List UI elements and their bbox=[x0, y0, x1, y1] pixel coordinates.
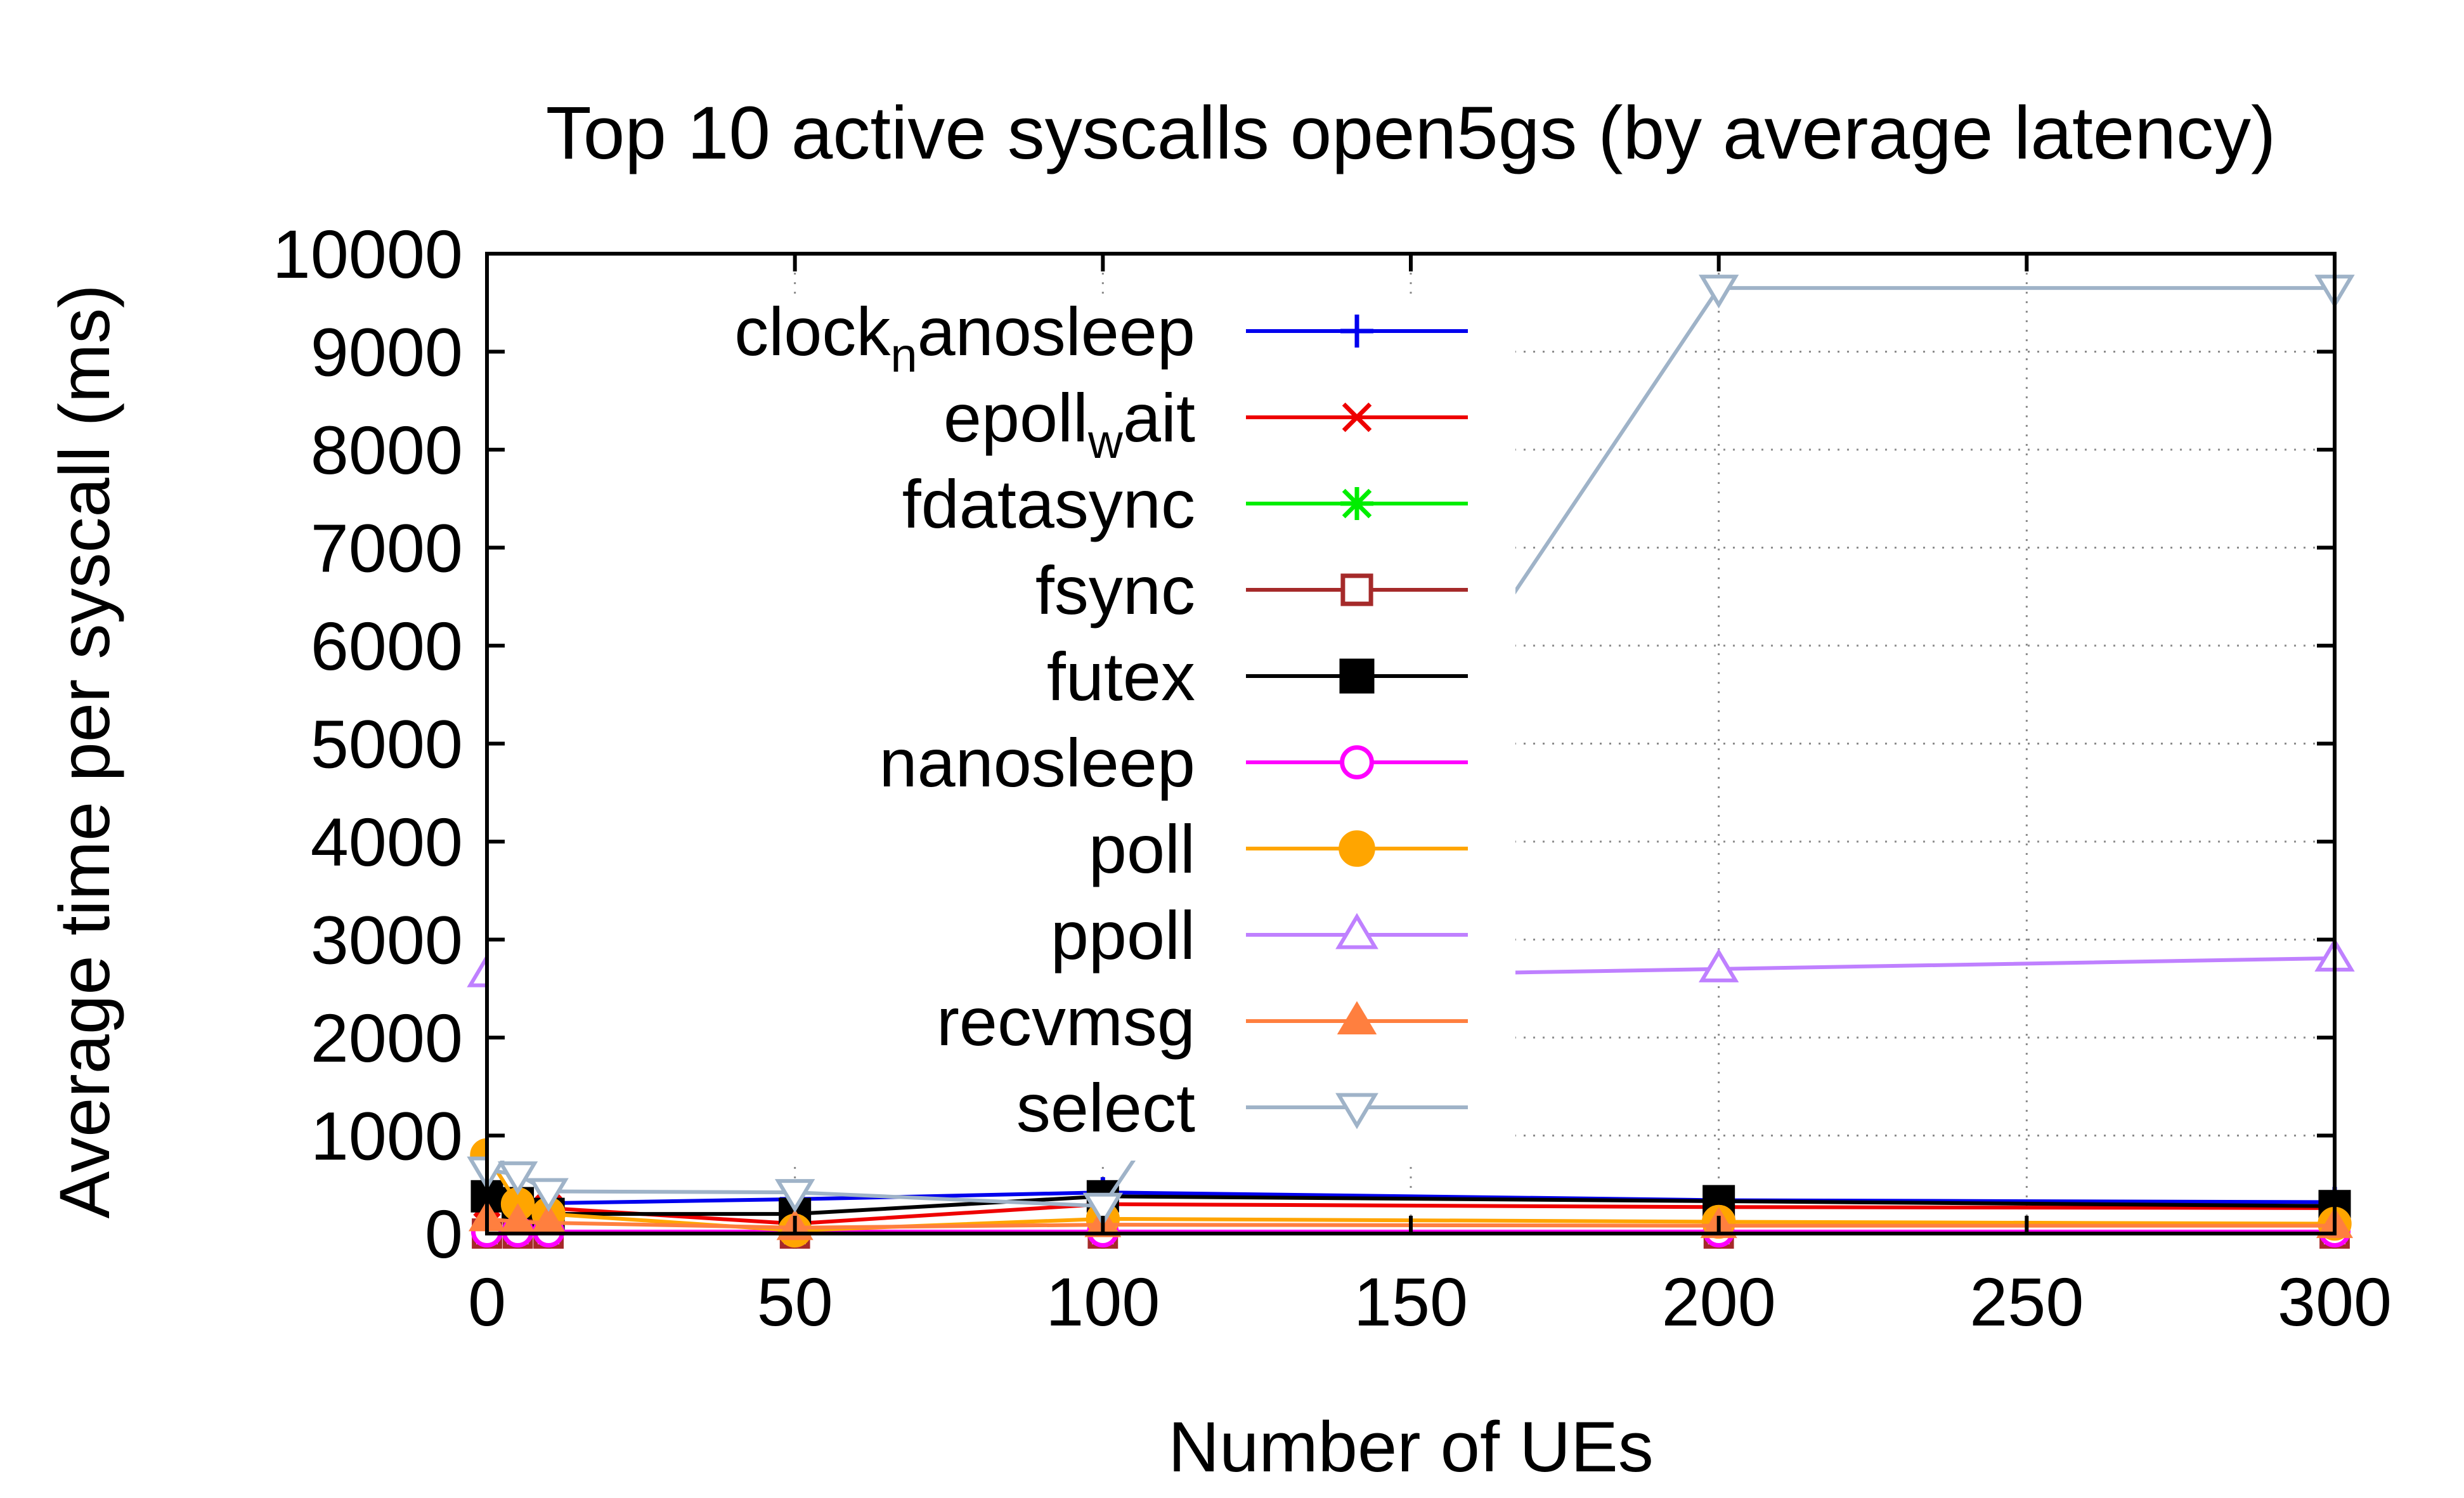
legend-label: nanosleep bbox=[879, 724, 1195, 801]
legend-marker bbox=[1340, 573, 1373, 606]
legend-marker bbox=[1335, 913, 1378, 949]
x-tick-label: 300 bbox=[2278, 1263, 2392, 1340]
legend-label: futex bbox=[1047, 638, 1195, 715]
x-tick-label: 150 bbox=[1354, 1263, 1468, 1340]
y-tick-label: 4000 bbox=[311, 804, 463, 880]
x-tick-label: 200 bbox=[1662, 1263, 1776, 1340]
legend-entry: futex bbox=[1047, 638, 1468, 715]
data-point bbox=[1698, 275, 1739, 309]
legend-label: ppoll bbox=[1051, 897, 1195, 974]
legend-marker bbox=[1340, 745, 1374, 779]
legend-entry: recvmsg bbox=[937, 983, 1468, 1060]
legend: clocknanosleepepollwaitfdatasyncfsyncfut… bbox=[734, 293, 1468, 1146]
legend-entry: ppoll bbox=[1051, 897, 1468, 974]
legend-label: clocknanosleep bbox=[734, 293, 1195, 382]
legend-entry: fsync bbox=[1035, 552, 1468, 629]
legend-label-rest: ait bbox=[1123, 379, 1195, 456]
y-tick-label: 6000 bbox=[311, 608, 463, 684]
legend-label-rest: anosleep bbox=[918, 293, 1195, 370]
legend-entry: poll bbox=[1089, 811, 1468, 887]
legend-marker bbox=[1340, 315, 1373, 348]
data-point bbox=[1082, 1192, 1124, 1227]
legend-entry: fdatasync bbox=[902, 466, 1468, 542]
legend-marker bbox=[1342, 402, 1372, 433]
y-tick-label: 9000 bbox=[311, 314, 463, 391]
y-tick-label: 8000 bbox=[311, 412, 463, 488]
y-tick-label: 2000 bbox=[311, 1000, 463, 1076]
x-tick-label: 100 bbox=[1046, 1263, 1160, 1340]
legend-marker bbox=[1340, 487, 1373, 520]
legend-entry: epollwait bbox=[943, 379, 1468, 469]
legend-label-subscript: w bbox=[1087, 415, 1124, 469]
legend-backdrop bbox=[488, 298, 1515, 1161]
y-tick-label: 5000 bbox=[311, 706, 463, 783]
legend-label-base: clock bbox=[734, 293, 891, 370]
legend-label: select bbox=[1016, 1069, 1195, 1146]
legend-entry: clocknanosleep bbox=[734, 293, 1468, 382]
y-tick-label: 7000 bbox=[311, 510, 463, 587]
y-tick-label: 3000 bbox=[311, 902, 463, 979]
legend-label-base: epoll bbox=[943, 379, 1088, 456]
legend-marker bbox=[1337, 1001, 1377, 1034]
legend-label: fdatasync bbox=[902, 466, 1195, 542]
axes: 0 50 100 150 200 250 3000100020003000400050006… bbox=[273, 216, 2392, 1340]
x-tick-label: 50 bbox=[757, 1263, 833, 1340]
y-tick-label: 0 bbox=[425, 1195, 463, 1272]
x-axis-label: Number of UEs bbox=[1168, 1407, 1654, 1487]
legend-entry: select bbox=[1016, 1069, 1468, 1146]
legend-label: poll bbox=[1089, 811, 1195, 887]
y-tick-label: 1000 bbox=[311, 1098, 463, 1175]
legend-marker bbox=[1339, 830, 1375, 867]
y-tick-label: 10000 bbox=[273, 216, 463, 292]
legend-label: recvmsg bbox=[937, 983, 1195, 1060]
legend-marker bbox=[1335, 1093, 1378, 1130]
x-tick-label: 0 bbox=[468, 1263, 506, 1340]
legend-label-subscript: n bbox=[890, 329, 917, 382]
legend-marker bbox=[1339, 658, 1375, 694]
y-axis-label: Average time per syscall (ms) bbox=[45, 284, 124, 1218]
legend-entry: nanosleep bbox=[879, 724, 1468, 801]
legend-label: fsync bbox=[1035, 552, 1195, 629]
data-point bbox=[528, 1178, 569, 1212]
legend-label: epollwait bbox=[943, 379, 1195, 469]
data-point bbox=[497, 1161, 538, 1195]
data-point bbox=[1698, 948, 1739, 982]
chart-title: Top 10 active syscalls open5gs (by avera… bbox=[546, 91, 2276, 175]
series-select bbox=[467, 275, 2355, 1227]
data-point bbox=[774, 1179, 815, 1213]
x-tick-label: 250 bbox=[1969, 1263, 2084, 1340]
